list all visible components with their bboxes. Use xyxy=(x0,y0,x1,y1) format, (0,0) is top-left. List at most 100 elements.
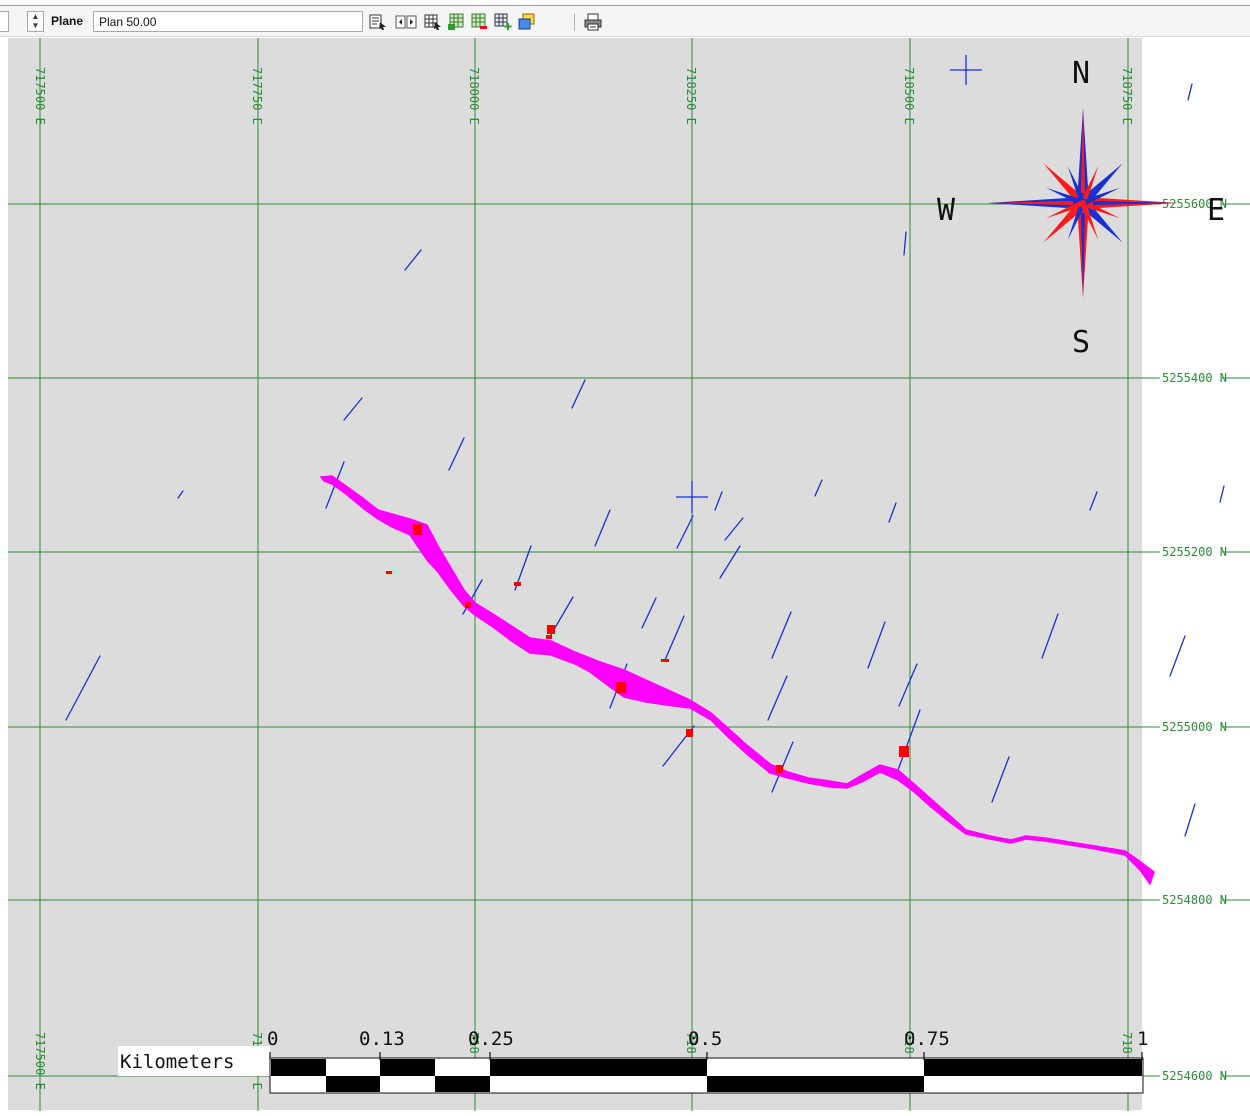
northing-label-bg xyxy=(1160,1069,1222,1083)
drillhole-trace xyxy=(719,545,741,579)
plan-map[interactable]: 717500 E 717750 E 718000 E 718250 E 718 5… xyxy=(0,38,1250,1111)
print-icon[interactable] xyxy=(582,11,604,33)
northing-label: 5255200 N xyxy=(1162,545,1227,559)
northing-label: 5255600 N xyxy=(1162,197,1227,211)
sample-marker xyxy=(899,746,909,757)
scale-bar-units: Kilometers xyxy=(120,1051,234,1073)
compass-rose xyxy=(988,108,1178,298)
plane-stepper[interactable]: ▲ ▼ xyxy=(27,11,44,32)
easting-labels-top: 717500 E 717750 E 718000 E 718250 E 7185… xyxy=(33,67,1134,125)
compass-needle-w-accent xyxy=(988,201,1073,205)
grid-select-icon[interactable] xyxy=(422,11,444,33)
scale-bar: Kilometers 0 0.13 0.25 0.5 0.75 1 xyxy=(118,1028,1148,1094)
northing-label-bg xyxy=(1160,197,1222,211)
drillhole-trace xyxy=(771,611,792,659)
easting-label: 717750 E xyxy=(250,67,264,125)
drillhole-trace xyxy=(641,597,657,629)
northing-label: 5255000 N xyxy=(1162,720,1227,734)
drillhole-trace xyxy=(1089,491,1098,511)
drillhole-trace xyxy=(404,249,422,271)
drillhole-trace xyxy=(991,756,1010,803)
drillhole-trace xyxy=(65,655,101,721)
drillhole-trace xyxy=(724,517,744,541)
compass-letter-w: W xyxy=(937,193,956,228)
drillhole-trace xyxy=(903,231,907,256)
sample-marker xyxy=(514,582,521,586)
sample-marker xyxy=(386,571,392,574)
toolbar: ▲ ▼ Plane xyxy=(0,0,1250,37)
easting-label: 717500 E xyxy=(33,1032,47,1090)
scale-bar-label-bg xyxy=(118,1046,270,1076)
drillhole-trace xyxy=(343,397,363,421)
northing-label-bg xyxy=(1160,893,1222,907)
scale-tick-label: 0.13 xyxy=(359,1028,405,1050)
layers-icon[interactable] xyxy=(516,11,538,33)
drillhole-trace xyxy=(594,509,611,547)
sample-marker xyxy=(547,625,555,634)
easting-label: 718250 E xyxy=(684,67,698,125)
compass-needle-e-accent xyxy=(1093,201,1178,205)
drillhole-trace xyxy=(898,663,918,707)
sample-marker xyxy=(776,765,783,773)
scale-tick-label: 0 xyxy=(267,1028,278,1050)
northing-label-bg xyxy=(1160,371,1222,385)
sample-marker xyxy=(661,659,669,662)
drillhole-trace xyxy=(177,490,184,499)
easting-label: 718 xyxy=(467,1032,481,1054)
orebody-shape xyxy=(319,475,1155,886)
sample-marker xyxy=(413,524,422,535)
sample-marker xyxy=(546,635,552,639)
toolbar-top-border xyxy=(0,0,1250,6)
scale-tick-label: 0.5 xyxy=(688,1028,722,1050)
map-canvas xyxy=(8,38,1142,1110)
orebody-route xyxy=(319,475,1155,886)
grid-plus-icon[interactable] xyxy=(492,11,514,33)
northing-label-bg xyxy=(1160,720,1222,734)
survey-crosshairs xyxy=(676,55,982,513)
sample-marker xyxy=(616,682,626,693)
easting-label: 718750 E xyxy=(1120,67,1134,125)
northing-label-bg xyxy=(1160,545,1222,559)
drillhole-trace xyxy=(1187,83,1193,101)
easting-label: 718 xyxy=(902,1032,916,1054)
drillhole-trace xyxy=(867,621,886,669)
northing-label: 5255400 N xyxy=(1162,371,1227,385)
easting-label: 718 xyxy=(1120,1032,1134,1054)
compass-needle-s-accent xyxy=(1081,213,1085,298)
compass-letter-e: E xyxy=(1207,193,1225,228)
drillhole-trace xyxy=(814,479,823,497)
scale-tick-label: 0.75 xyxy=(904,1028,950,1050)
easting-label: 718000 E xyxy=(467,67,481,125)
plane-input[interactable] xyxy=(93,11,363,32)
northing-labels: 5255600 N 5255400 N 5255200 N 5255000 N … xyxy=(1160,197,1227,1083)
previous-field-edge[interactable] xyxy=(0,11,9,32)
sample-marker xyxy=(686,729,693,737)
compass-needle-n-accent xyxy=(1081,108,1085,193)
drillhole-trace xyxy=(1219,485,1225,503)
easting-label: 717500 E xyxy=(33,67,47,125)
compass-letter-n: N xyxy=(1072,56,1090,91)
drillhole-trace xyxy=(714,491,723,511)
compass-letter-s: S xyxy=(1072,325,1090,360)
select-icon[interactable] xyxy=(367,11,389,33)
scale-tick-label: 0.25 xyxy=(468,1028,514,1050)
sample-markers xyxy=(386,524,909,773)
northing-label: 5254600 N xyxy=(1162,1069,1227,1083)
drillhole-trace xyxy=(888,502,897,523)
drillhole-trace xyxy=(664,615,685,661)
grid-remove-icon[interactable] xyxy=(468,11,490,33)
drillhole-trace xyxy=(676,515,694,549)
easting-label: 718 xyxy=(684,1032,698,1054)
drillhole-trace xyxy=(767,675,788,721)
drillhole-trace xyxy=(897,709,921,771)
scale-tick-label: 1 xyxy=(1137,1028,1148,1050)
sample-marker xyxy=(465,602,471,608)
drillhole-trace xyxy=(448,437,465,471)
drillhole-trace xyxy=(1041,613,1059,659)
prev-next-icon[interactable] xyxy=(395,11,417,33)
grid-add-icon[interactable] xyxy=(445,11,467,33)
toolbar-separator xyxy=(574,13,575,31)
plane-label: Plane xyxy=(51,14,84,28)
compass-letters: N S W E xyxy=(937,56,1225,360)
drillhole-trace xyxy=(1184,803,1196,837)
